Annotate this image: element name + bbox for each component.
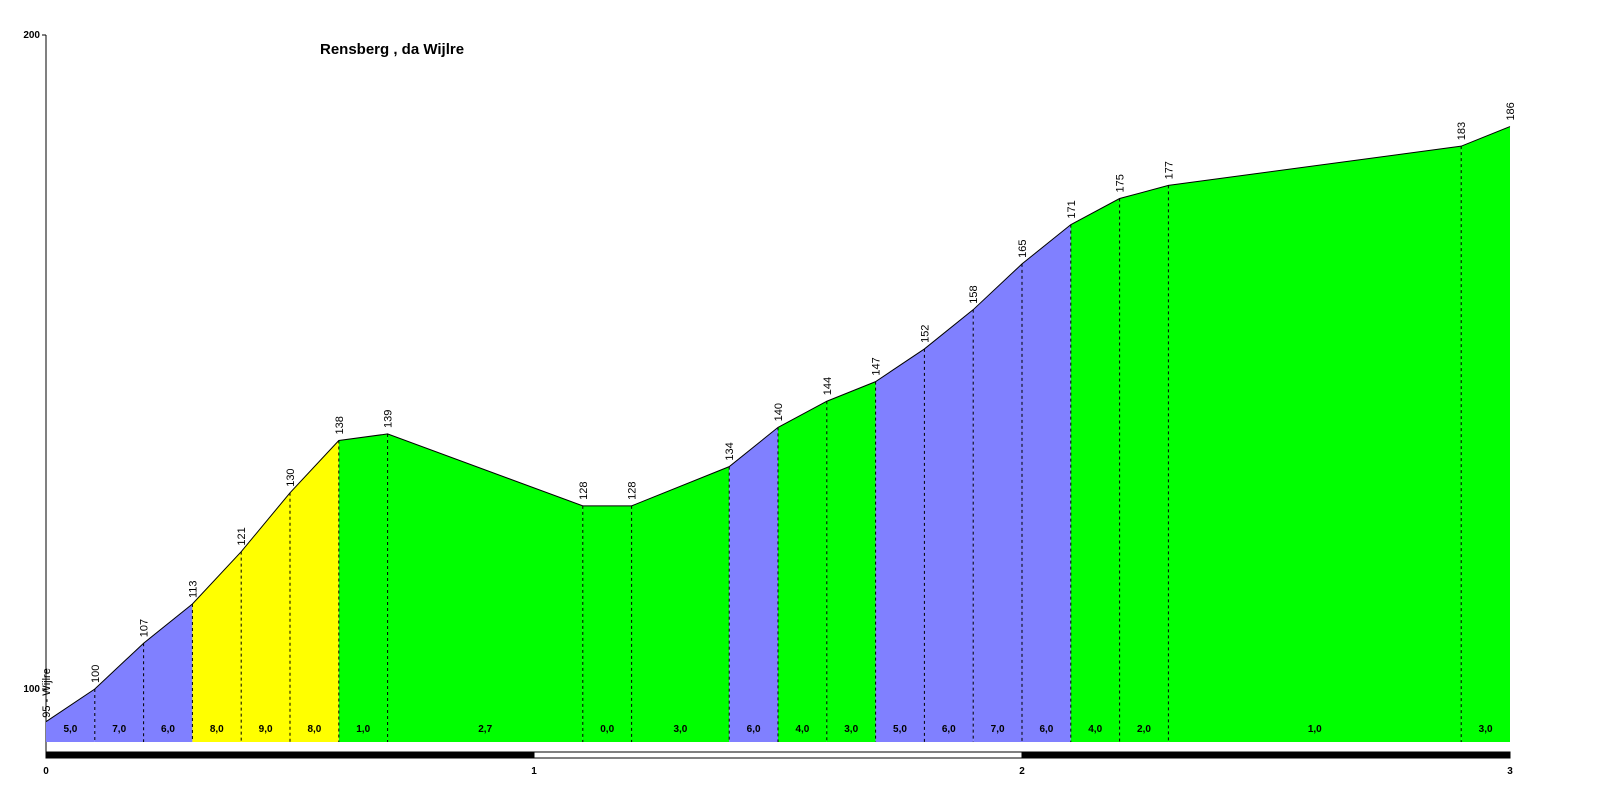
elevation-label: 139 bbox=[383, 410, 395, 428]
elevation-label: 100 bbox=[90, 665, 102, 683]
gradient-label: 5,0 bbox=[893, 724, 907, 735]
profile-segment bbox=[875, 348, 925, 742]
elevation-label: 130 bbox=[285, 468, 297, 486]
profile-segment bbox=[1070, 198, 1120, 742]
gradient-label: 1,0 bbox=[356, 724, 370, 735]
elevation-label: 183 bbox=[1456, 122, 1468, 140]
profile-segment bbox=[94, 643, 144, 742]
distance-bar bbox=[45, 751, 1511, 759]
profile-segment bbox=[192, 551, 242, 742]
x-tick-label: 1 bbox=[531, 766, 537, 777]
elevation-label: 177 bbox=[1163, 161, 1175, 179]
gradient-segments bbox=[46, 126, 1510, 743]
elevation-label: 134 bbox=[724, 442, 736, 460]
gradient-label: 3,0 bbox=[844, 724, 858, 735]
gradient-label: 4,0 bbox=[795, 724, 809, 735]
y-tick-label-200: 200 bbox=[23, 30, 40, 41]
profile-segment bbox=[1461, 126, 1510, 742]
gradient-label: 7,0 bbox=[991, 724, 1005, 735]
elevation-label: 107 bbox=[139, 619, 151, 637]
gradient-label: 9,0 bbox=[259, 724, 273, 735]
gradient-label: 3,0 bbox=[673, 724, 687, 735]
gradient-label: 0,0 bbox=[600, 724, 614, 735]
gradient-label: 2,0 bbox=[1137, 724, 1151, 735]
gradient-label: 1,0 bbox=[1308, 724, 1322, 735]
profile-segment bbox=[338, 433, 388, 742]
profile-segment bbox=[924, 309, 974, 742]
profile-segment bbox=[582, 505, 632, 742]
x-tick-label: 3 bbox=[1507, 766, 1513, 777]
profile-segment bbox=[1168, 146, 1462, 742]
elevation-profile-line bbox=[45, 126, 1511, 723]
elevation-label: 113 bbox=[187, 580, 199, 598]
gradient-label: 7,0 bbox=[112, 724, 126, 735]
profile-segment bbox=[241, 492, 290, 742]
profile-segment bbox=[826, 381, 876, 742]
profile-segment bbox=[1022, 224, 1071, 742]
elevation-label: 165 bbox=[1017, 240, 1029, 258]
profile-segment bbox=[1119, 185, 1169, 743]
elevation-label: 138 bbox=[334, 416, 346, 434]
profile-segment bbox=[973, 263, 1022, 742]
elevation-label: 171 bbox=[1066, 200, 1078, 218]
profile-segment bbox=[46, 689, 95, 742]
x-tick-label: 2 bbox=[1019, 766, 1025, 777]
gradient-label: 8,0 bbox=[307, 724, 321, 735]
profile-segment bbox=[290, 440, 339, 742]
segment-dividers bbox=[94, 146, 1462, 742]
profile-segment bbox=[631, 466, 730, 742]
gradient-label: 5,0 bbox=[63, 724, 77, 735]
distance-bar-segment bbox=[45, 751, 535, 759]
gradient-label: 6,0 bbox=[942, 724, 956, 735]
x-axis-ticks: 0 1 2 3 bbox=[43, 766, 1513, 777]
gradient-label: 8,0 bbox=[210, 724, 224, 735]
x-tick-label: 0 bbox=[43, 766, 49, 777]
start-label: 95 - Wijlre bbox=[41, 668, 53, 718]
chart-title: Rensberg , da Wijlre bbox=[320, 41, 464, 58]
elevation-label: 128 bbox=[627, 482, 639, 500]
gradient-label: 6,0 bbox=[747, 724, 761, 735]
profile-segment bbox=[729, 427, 778, 742]
elevation-label: 175 bbox=[1115, 174, 1127, 192]
y-tick-label-100: 100 bbox=[23, 684, 40, 695]
elevation-label: 186 bbox=[1505, 102, 1517, 120]
profile-segment bbox=[143, 603, 193, 742]
distance-bar-segment bbox=[1021, 751, 1511, 759]
gradient-label: 6,0 bbox=[1039, 724, 1053, 735]
distance-bar-segment bbox=[533, 751, 1023, 759]
gradient-label: 4,0 bbox=[1088, 724, 1102, 735]
gradient-label: 6,0 bbox=[161, 724, 175, 735]
elevation-label: 144 bbox=[822, 377, 834, 395]
elevation-label: 158 bbox=[968, 285, 980, 303]
elevation-label: 140 bbox=[773, 403, 785, 421]
elevation-label: 128 bbox=[578, 482, 590, 500]
elevation-label: 121 bbox=[236, 527, 248, 545]
gradient-label: 2,7 bbox=[478, 724, 492, 735]
elevation-label: 147 bbox=[871, 357, 883, 375]
elevation-labels: 100 107 113 121 130 138 139 128 128 134 140 144 147 1… bbox=[41, 102, 1517, 717]
gradient-label: 3,0 bbox=[1479, 724, 1493, 735]
elevation-label: 152 bbox=[919, 325, 931, 343]
gradient-labels: 5,0 7,0 6,0 8,0 9,0 8,0 1,0 2,7 0,0 3,0 6,0 4,0 3,0 5… bbox=[63, 724, 1493, 735]
profile-segment bbox=[387, 433, 583, 742]
profile-segment bbox=[778, 401, 827, 742]
